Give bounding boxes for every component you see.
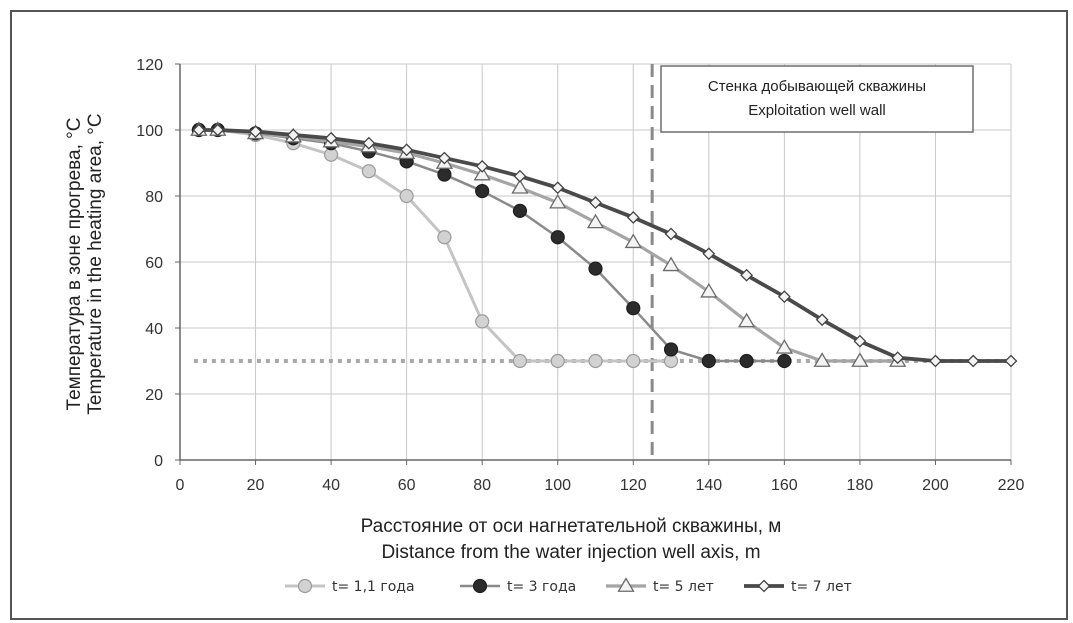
data-point <box>549 193 567 209</box>
data-point <box>437 151 451 165</box>
series-line <box>198 128 898 363</box>
legend: t= 1,1 года t= 3 года t= 5 лет t= 7 лет <box>285 577 852 595</box>
data-point <box>475 183 490 199</box>
data-point <box>664 227 678 241</box>
data-point <box>475 314 490 329</box>
legend-item-2: t= 3 года <box>460 578 576 595</box>
data-point <box>739 353 754 369</box>
x-tick-label: 200 <box>922 477 949 494</box>
data-point <box>473 165 491 181</box>
annotation-box <box>660 65 974 133</box>
data-point <box>626 211 640 224</box>
legend-label: t= 1,1 года <box>332 579 415 595</box>
y-tick-label: 120 <box>136 57 163 74</box>
x-tick-label: 0 <box>176 477 185 494</box>
x-tick-label: 60 <box>398 477 416 494</box>
data-point <box>701 353 716 369</box>
data-point <box>891 351 905 365</box>
series-4 <box>192 123 1018 368</box>
well-wall-annotation: Стенка добывающей скважины Exploitation … <box>660 65 974 133</box>
data-point <box>853 334 867 348</box>
y-tick-label: 0 <box>154 453 163 470</box>
data-point <box>297 578 313 594</box>
x-tick-label: 220 <box>998 477 1025 494</box>
data-point <box>192 123 206 137</box>
data-point <box>475 159 489 173</box>
data-point <box>512 353 528 369</box>
data-point <box>1004 354 1018 368</box>
y-tick-label: 80 <box>145 189 163 206</box>
legend-item-3: t= 5 лет <box>606 577 714 595</box>
data-point <box>586 213 605 229</box>
y-axis-title-en: Temperature in the heating area, °C <box>85 113 106 414</box>
data-point <box>249 125 262 139</box>
legend-label: t= 5 лет <box>653 579 714 595</box>
data-point <box>472 578 488 594</box>
data-point <box>626 301 641 316</box>
data-point <box>702 247 716 261</box>
data-point <box>589 196 602 210</box>
data-point <box>737 312 756 328</box>
data-point <box>815 313 829 327</box>
x-tick-label: 100 <box>544 477 571 494</box>
x-tick-label: 180 <box>847 477 874 494</box>
data-point <box>929 354 942 368</box>
x-tick-label: 80 <box>473 477 491 494</box>
data-point <box>513 169 527 183</box>
data-point <box>588 353 603 369</box>
x-tick-label: 140 <box>695 477 722 494</box>
y-tick-label: 100 <box>136 123 163 140</box>
data-point <box>551 181 565 195</box>
y-tick-label: 40 <box>145 321 163 338</box>
data-point <box>211 123 225 137</box>
x-axis-title-ru: Расстояние от оси нагнетательной скважин… <box>361 516 782 537</box>
data-point <box>740 268 754 282</box>
data-point <box>362 136 376 150</box>
legend-label: t= 3 года <box>507 579 576 595</box>
data-point <box>286 128 300 142</box>
data-point <box>777 353 792 369</box>
legend-item-4: t= 7 лет <box>744 579 852 595</box>
data-point <box>626 353 641 369</box>
x-tick-label: 20 <box>247 477 265 494</box>
data-point <box>966 354 980 368</box>
legend-label: t= 7 лет <box>791 579 852 595</box>
x-tick-label: 120 <box>620 477 647 494</box>
y-axis-title-ru: Температура в зоне прогрева, °C <box>64 118 85 411</box>
x-tick-label: 40 <box>322 477 340 494</box>
data-point <box>617 577 635 592</box>
y-axis-title: Температура в зоне прогрева, °C Temperat… <box>64 113 106 414</box>
data-point <box>399 188 414 204</box>
data-point <box>550 353 565 369</box>
x-tick-label: 160 <box>771 477 798 494</box>
axes: 0 20 40 60 80 100 120 140 160 180 200 220 0 20 40 60 80 1… <box>136 57 1024 494</box>
annotation-text-en: Exploitation well wall <box>748 102 886 119</box>
data-point <box>624 233 642 249</box>
data-point <box>511 178 529 194</box>
y-tick-label: 20 <box>145 387 163 404</box>
data-point <box>324 131 338 145</box>
data-point <box>361 164 376 179</box>
data-point <box>775 339 794 354</box>
x-axis-title: Расстояние от оси нагнетательной скважин… <box>361 516 782 563</box>
annotation-text-ru: Стенка добывающей скважины <box>708 78 926 95</box>
data-point <box>550 230 565 245</box>
data-point <box>437 167 452 182</box>
data-point <box>512 203 528 218</box>
data-point <box>588 261 603 276</box>
data-point <box>777 290 791 304</box>
legend-item-1: t= 1,1 года <box>285 578 415 595</box>
data-point <box>437 230 452 245</box>
y-tick-label: 60 <box>145 255 163 272</box>
data-point <box>663 342 679 357</box>
data-point <box>757 579 771 593</box>
data-point <box>400 143 414 157</box>
x-axis-title-en: Distance from the water injection well a… <box>381 542 760 563</box>
data-point <box>851 352 869 367</box>
series-layer <box>190 121 1018 369</box>
data-point <box>662 256 680 272</box>
data-point <box>813 352 831 367</box>
data-point <box>700 282 718 298</box>
